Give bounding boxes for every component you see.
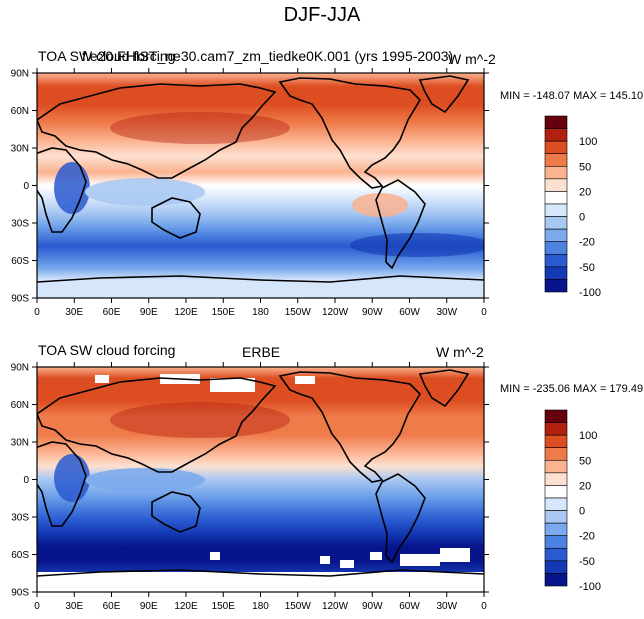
colorbar1-segment <box>544 203 568 217</box>
panel2-lon-label: 90E <box>140 601 158 612</box>
panel2-lon-label: 120E <box>174 601 198 612</box>
colorbar2-segment <box>544 547 568 562</box>
colorbar2-segment <box>544 409 568 423</box>
colorbar2-segment <box>544 485 568 499</box>
panel2-lat-label: 90S <box>11 588 29 599</box>
colorbar1-segment <box>544 153 568 167</box>
panel1-center-title: f.e20.FHIST_ne30.cam7_zm_tiedke0K.001 (y… <box>82 48 454 64</box>
colorbar2-segment <box>544 573 568 587</box>
colorbar1-segment <box>544 140 568 155</box>
panel2-lon-label: 30E <box>65 601 83 612</box>
panel1-lon-label: 180 <box>252 307 269 318</box>
panel2-units: W m^-2 <box>436 344 484 360</box>
colorbar1-label: -20 <box>579 237 595 249</box>
panel1-lat-label: 30S <box>11 219 29 230</box>
panel1-lat-label: 60S <box>11 256 29 267</box>
panel2-left-title: TOA SW cloud forcing <box>38 342 176 358</box>
colorbar1-segment <box>544 216 568 230</box>
colorbar1-segment <box>544 241 568 255</box>
panel1-lon-label: 90E <box>140 307 158 318</box>
colorbar2-segment <box>544 447 568 461</box>
colorbar1-label: -50 <box>579 262 595 274</box>
panel2-lon-label: 120W <box>322 601 349 612</box>
panel2-lon-label: 0 <box>34 601 40 612</box>
colorbar1-segment <box>544 178 568 192</box>
panel2-lat-label: 30N <box>11 438 29 449</box>
colorbar1-segment <box>544 266 568 280</box>
panel1-lat-label: 60N <box>11 106 29 117</box>
colorbar1-segment <box>544 253 568 268</box>
colorbar2-segment <box>544 459 568 474</box>
panel2-lon-label: 0 <box>481 601 487 612</box>
colorbar1-label: 20 <box>579 186 591 198</box>
panel1-lon-label: 30E <box>65 307 83 318</box>
colorbar2-segment <box>544 560 568 574</box>
panel2-lon-label: 90W <box>362 601 383 612</box>
panel2-map <box>36 366 485 593</box>
colorbar2-segment <box>544 497 568 511</box>
colorbar1-segment <box>544 115 568 129</box>
colorbar1-label: 0 <box>579 212 585 224</box>
panel2-lon-label: 60E <box>103 601 121 612</box>
panel1-lon-label: 150E <box>212 307 236 318</box>
figure-title: DJF-JJA <box>283 4 361 26</box>
colorbar1-label: -100 <box>579 287 601 299</box>
colorbar2-label: 20 <box>579 480 591 492</box>
colorbar2-label: 100 <box>579 430 597 442</box>
panel1-lat-label: 90S <box>11 294 29 305</box>
panel1-lon-label: 0 <box>481 307 487 318</box>
colorbar1-segment <box>544 128 568 142</box>
colorbar1-segment <box>544 279 568 293</box>
panel1-lon-label: 60W <box>399 307 420 318</box>
colorbar2-label: -100 <box>579 581 601 593</box>
panel1-lat-label: 0 <box>23 181 29 192</box>
panel2-lon-label: 180 <box>252 601 269 612</box>
panel2-lon-label: 60W <box>399 601 420 612</box>
colorbar2-segment <box>544 472 568 486</box>
panel1-lon-label: 90W <box>362 307 383 318</box>
panel1-lon-label: 0 <box>34 307 40 318</box>
colorbar2-segment <box>544 422 568 436</box>
panel2-center-title: ERBE <box>242 344 281 360</box>
panel2-lon-label: 150W <box>285 601 312 612</box>
colorbar2-label: 0 <box>579 506 585 518</box>
panel2-lat-label: 0 <box>23 475 29 486</box>
colorbar1-segment <box>544 191 568 205</box>
colorbar2-label: 50 <box>579 455 591 467</box>
panel1-min-max: MIN = -148.07 MAX = 145.10 <box>500 90 644 102</box>
panel1-lat-label: 30N <box>11 144 29 155</box>
panel1-lon-label: 120W <box>322 307 349 318</box>
colorbar2-segment <box>544 535 568 549</box>
colorbar2-segment <box>544 434 568 449</box>
colorbar1-label: 100 <box>579 136 597 148</box>
panel2-lat-label: 90N <box>11 363 29 374</box>
colorbar2-label: -50 <box>579 556 595 568</box>
colorbar2-label: -20 <box>579 531 595 543</box>
panel1-lon-label: 30W <box>436 307 457 318</box>
panel1-lon-label: 120E <box>174 307 198 318</box>
colorbar2-segment <box>544 522 568 537</box>
panel1-left-title: TOA SW cloud forcing <box>38 48 176 64</box>
panel1-units: W m^-2 <box>448 51 496 67</box>
panel2-min-max: MIN = -235.06 MAX = 179.49 <box>500 383 644 395</box>
panel1-lat-label: 90N <box>11 69 29 80</box>
colorbar1-segment <box>544 228 568 243</box>
panel2-lat-label: 60N <box>11 400 29 411</box>
panel1-lon-label: 60E <box>103 307 121 318</box>
panel1-map <box>36 72 485 299</box>
panel2-lat-label: 30S <box>11 513 29 524</box>
colorbar2-segment <box>544 510 568 524</box>
panel1-lon-label: 150W <box>285 307 312 318</box>
panel2-lat-label: 60S <box>11 550 29 561</box>
colorbar1-segment <box>544 165 568 180</box>
colorbar1-label: 50 <box>579 161 591 173</box>
panel2-lon-label: 150E <box>212 601 236 612</box>
panel2-lon-label: 30W <box>436 601 457 612</box>
